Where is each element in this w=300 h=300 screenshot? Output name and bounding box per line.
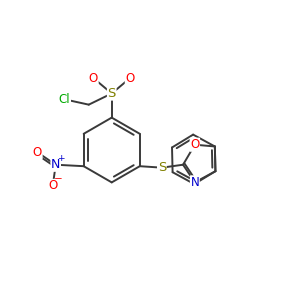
Text: O: O — [33, 146, 42, 159]
Text: O: O — [89, 72, 98, 85]
Text: −: − — [54, 174, 62, 184]
Text: Cl: Cl — [59, 93, 70, 106]
Text: O: O — [125, 72, 135, 85]
Text: S: S — [158, 161, 166, 174]
Text: +: + — [57, 154, 65, 163]
Text: O: O — [48, 179, 57, 192]
Text: S: S — [107, 87, 116, 100]
Text: N: N — [190, 176, 199, 189]
Text: O: O — [190, 138, 200, 151]
Text: N: N — [51, 158, 60, 171]
